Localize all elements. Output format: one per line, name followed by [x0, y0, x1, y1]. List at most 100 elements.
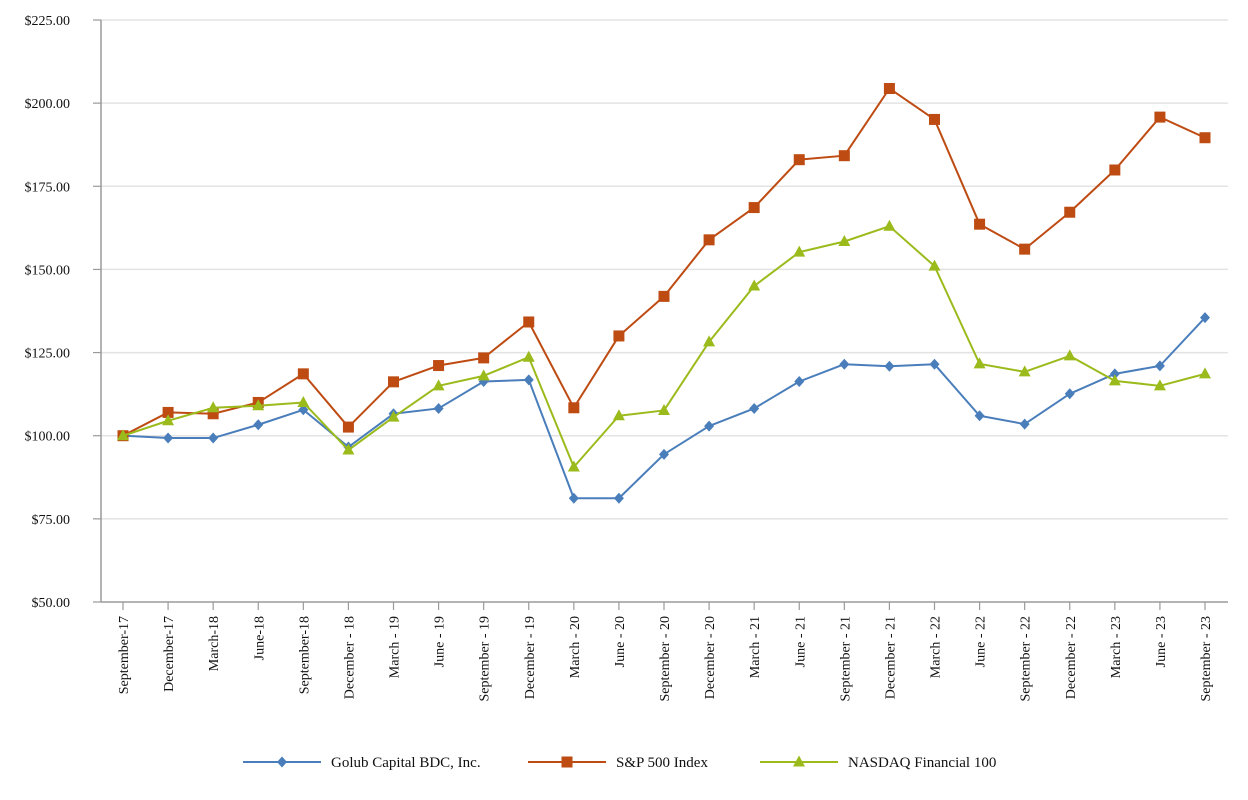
series-lines: [117, 83, 1211, 504]
y-tick-label: $50.00: [32, 596, 71, 611]
data-point: [1018, 365, 1031, 377]
data-point: [432, 379, 445, 391]
legend-item: Golub Capital BDC, Inc.: [243, 755, 481, 771]
data-point: [884, 360, 895, 372]
data-point: [703, 234, 715, 246]
data-point: [658, 403, 670, 415]
legend: Golub Capital BDC, Inc. S&P 500 Index NASD…: [243, 755, 996, 771]
x-tick-label: June - 20: [613, 616, 628, 667]
data-point: [1063, 349, 1076, 361]
x-tick-label: June - 21: [793, 616, 808, 667]
data-point: [253, 419, 264, 431]
data-point: [568, 492, 579, 504]
x-tick-label: September - 23: [1199, 616, 1214, 702]
data-point: [1199, 367, 1211, 379]
data-point: [929, 358, 940, 370]
data-point: [433, 402, 444, 414]
series-line: [122, 225, 1206, 468]
x-tick-label: March - 22: [929, 616, 944, 678]
data-point: [433, 360, 445, 372]
x-tick-label: June-18: [252, 616, 267, 660]
data-point: [929, 113, 940, 125]
data-point: [973, 357, 986, 369]
x-tick-label: December - 18: [342, 616, 357, 699]
data-point: [1199, 132, 1211, 144]
data-point: [252, 399, 265, 411]
data-point: [208, 432, 219, 444]
y-tick-label: $200.00: [25, 97, 71, 112]
x-tick-label: December - 20: [703, 616, 718, 699]
data-point: [523, 374, 534, 386]
data-point: [613, 330, 625, 342]
x-tick-label: March - 19: [388, 616, 403, 678]
data-point: [1154, 111, 1166, 123]
x-tick-label: December - 21: [883, 616, 898, 699]
legend-label: Golub Capital BDC, Inc.: [331, 755, 481, 771]
data-point: [1109, 368, 1120, 380]
x-tick-label: September-17: [117, 616, 132, 694]
data-point: [207, 401, 220, 413]
data-point: [567, 460, 580, 472]
x-tick-label: March - 23: [1109, 616, 1124, 678]
data-point: [794, 376, 805, 388]
data-point: [612, 409, 625, 421]
legend-label: NASDAQ Financial 100: [848, 755, 996, 771]
data-point: [342, 443, 355, 455]
data-point: [1019, 243, 1031, 255]
data-point: [974, 410, 985, 422]
legend-item: NASDAQ Financial 100: [760, 755, 996, 771]
legend-marker: [561, 756, 573, 768]
legend-label: S&P 500 Index: [616, 755, 708, 771]
data-point: [883, 83, 895, 95]
series-line: [122, 87, 1206, 437]
x-tick-label: September - 21: [838, 616, 853, 702]
x-tick-label: March - 20: [568, 616, 583, 678]
data-point: [793, 245, 806, 257]
data-point: [162, 414, 175, 426]
data-point: [1109, 164, 1121, 176]
data-point: [1200, 312, 1210, 324]
data-point: [883, 219, 896, 231]
grid-lines: [101, 19, 1228, 520]
data-point: [207, 408, 219, 420]
data-point: [1108, 374, 1121, 386]
data-point: [838, 150, 850, 162]
legend-item: S&P 500 Index: [528, 755, 708, 771]
x-tick-label: March-18: [207, 616, 222, 671]
x-tick-label: December-17: [162, 616, 177, 692]
data-point: [839, 358, 850, 370]
data-point: [613, 492, 624, 504]
data-point: [1064, 206, 1076, 218]
x-tick-label: September - 20: [658, 616, 673, 702]
data-point: [1154, 360, 1165, 372]
data-point: [297, 368, 309, 380]
data-point: [522, 350, 535, 362]
data-point: [117, 429, 129, 441]
data-point: [388, 376, 399, 388]
legend-marker: [277, 756, 287, 768]
data-point: [163, 432, 174, 444]
x-axis-ticks: September-17 December-17 March-18 June-18 Se…: [117, 602, 1214, 702]
data-point: [477, 369, 490, 381]
data-point: [1153, 379, 1166, 391]
series-golub-capital-bdc-inc: [118, 312, 1210, 504]
data-point: [838, 234, 851, 246]
series-s-p-500-index: [117, 83, 1211, 442]
data-point: [298, 404, 309, 416]
data-point: [659, 448, 669, 460]
data-point: [928, 259, 941, 271]
legend-marker: [793, 755, 805, 767]
x-tick-label: June - 22: [974, 616, 989, 667]
data-point: [162, 406, 174, 418]
x-tick-label: December - 22: [1064, 616, 1079, 699]
y-tick-label: $225.00: [25, 14, 71, 29]
x-tick-label: September-18: [297, 616, 312, 694]
data-point: [523, 316, 535, 328]
x-tick-label: June - 19: [433, 616, 448, 667]
data-point: [568, 402, 580, 414]
data-point: [974, 218, 986, 230]
y-axis-ticks: $50.00 $75.00 $100.00 $125.00 $150.00 $175.00…: [25, 14, 101, 611]
x-tick-label: September - 19: [478, 616, 493, 702]
y-tick-label: $100.00: [25, 430, 71, 445]
y-tick-label: $150.00: [25, 263, 71, 278]
